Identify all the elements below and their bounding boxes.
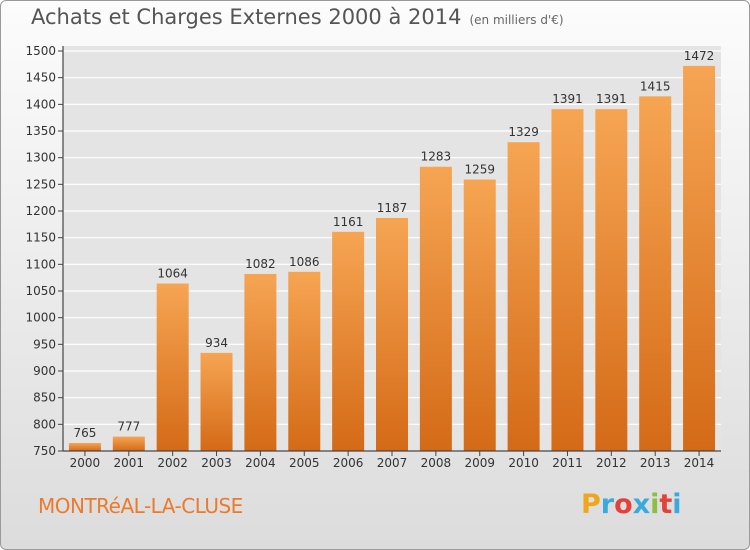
x-tick-label: 2003: [201, 456, 232, 470]
bar-2008: [419, 166, 452, 451]
data-label: 1064: [157, 267, 188, 281]
data-labels: 765 777 1064 934 1082 1086 1161 1187 1283 1259 132…: [73, 49, 714, 440]
data-label: 765: [73, 426, 96, 440]
y-tick-label: 750: [33, 444, 56, 458]
x-tick-label: 2007: [377, 456, 408, 470]
x-tick-label: 2002: [157, 456, 188, 470]
x-tick-label: 2012: [596, 456, 627, 470]
x-tick-label: 2000: [70, 456, 101, 470]
chart-title: Achats et Charges Externes 2000 à 2014: [31, 5, 462, 29]
x-tick-label: 2005: [289, 456, 320, 470]
x-tick-label: 2010: [508, 456, 539, 470]
y-tick-label: 800: [33, 417, 56, 431]
bar-2012: [595, 109, 628, 451]
x-tick-label: 2006: [333, 456, 364, 470]
data-label: 1259: [464, 163, 495, 177]
y-tick-label: 1500: [25, 44, 56, 58]
data-label: 1082: [245, 257, 276, 271]
logo-letter: o: [614, 489, 633, 520]
bar-2000: [68, 443, 101, 451]
data-label: 1329: [508, 125, 539, 139]
data-label: 934: [205, 336, 228, 350]
bars: [68, 65, 716, 452]
y-tick-label: 900: [33, 364, 56, 378]
bar-2013: [639, 96, 672, 451]
data-label: 1472: [684, 49, 715, 63]
data-label: 1187: [377, 201, 408, 215]
bar-2009: [463, 179, 496, 452]
bar-2004: [244, 273, 277, 451]
bar-2007: [376, 217, 408, 451]
logo-letter: P: [581, 489, 601, 520]
y-tick-label: 1250: [25, 177, 56, 191]
chart-title-block: Achats et Charges Externes 2000 à 2014 (e…: [31, 5, 564, 29]
y-tick-label: 1050: [25, 284, 56, 298]
y-tick-label: 1350: [25, 124, 56, 138]
bar-2006: [332, 231, 365, 451]
logo-letter: r: [600, 489, 615, 520]
y-tick-label: 1300: [25, 151, 56, 165]
y-tick-label: 850: [33, 391, 56, 405]
proxiti-logo: Proxiti: [581, 489, 682, 520]
data-label: 1415: [640, 79, 671, 93]
y-tick-label: 1000: [25, 311, 56, 325]
bar-2014: [683, 65, 716, 451]
commune-name: MONTRéAL-LA-CLUSE: [38, 494, 243, 518]
x-tick-label: 2004: [245, 456, 276, 470]
data-label: 1391: [596, 92, 627, 106]
y-tick-label: 950: [33, 337, 56, 351]
x-tick-label: 2014: [684, 456, 715, 470]
x-tick-label: 2008: [421, 456, 452, 470]
logo-letter: x: [632, 489, 651, 520]
data-label: 1283: [421, 150, 452, 164]
chart-subtitle: (en milliers d'€): [469, 13, 564, 27]
x-tick-label: 2009: [464, 456, 495, 470]
data-label: 777: [117, 420, 140, 434]
y-tick-label: 1200: [25, 204, 56, 218]
x-tick-label: 2011: [552, 456, 583, 470]
data-label: 1161: [333, 215, 364, 229]
y-tick-label: 1100: [25, 257, 56, 271]
bar-2011: [551, 109, 584, 451]
x-tick-label: 2013: [640, 456, 671, 470]
bar-2001: [112, 436, 145, 451]
bar-2002: [156, 283, 189, 451]
logo-letter: i: [672, 489, 682, 520]
y-tick-label: 1400: [25, 97, 56, 111]
bar-2010: [507, 142, 540, 451]
bar-2003: [200, 352, 233, 451]
data-label: 1086: [289, 255, 320, 269]
x-tick-label: 2001: [114, 456, 145, 470]
logo-letter: i: [650, 489, 660, 520]
bar-2005: [288, 271, 321, 451]
data-label: 1391: [552, 92, 583, 106]
axes: 750 800 850 900 950 1000 1050 1100 1150 1200 1250 1…: [25, 44, 721, 470]
logo-letter: t: [659, 489, 673, 520]
y-tick-label: 1150: [25, 231, 56, 245]
y-tick-label: 1450: [25, 71, 56, 85]
